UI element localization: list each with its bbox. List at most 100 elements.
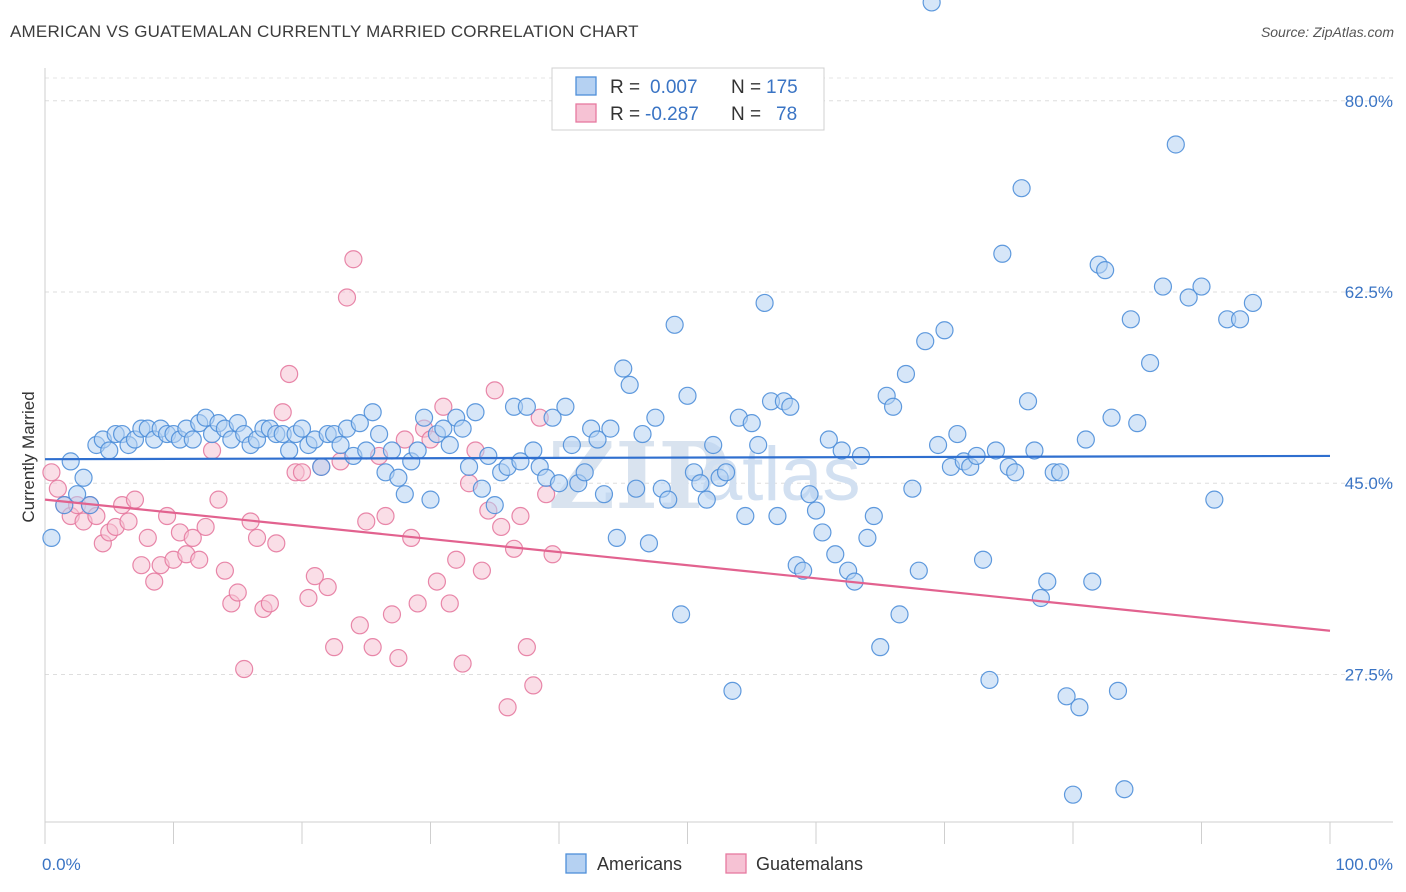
y-tick-labels: 27.5% 45.0% 62.5% 80.0% — [1345, 92, 1393, 685]
guatemalans-point-78 — [543, 545, 562, 564]
americans-point-65 — [466, 403, 485, 422]
americans-point-120 — [819, 430, 838, 449]
guatemalans-point-24 — [196, 517, 215, 537]
americans-point-168 — [1128, 414, 1147, 433]
americans-point-166 — [1115, 780, 1134, 799]
americans-point-93 — [646, 408, 665, 427]
americans-point-119 — [813, 523, 832, 542]
y-tick-label-1: 45.0% — [1345, 474, 1393, 493]
americans-point-165 — [1108, 681, 1128, 700]
chart-title: AMERICAN VS GUATEMALAN CURRENTLY MARRIED… — [10, 22, 639, 41]
americans-point-49 — [363, 403, 382, 422]
americans-point-82 — [575, 463, 594, 482]
americans-point-167 — [1121, 310, 1140, 329]
guatemalans-point-1 — [48, 479, 67, 498]
x-tick-label-0: 0.0% — [42, 855, 81, 874]
americans-point-85 — [594, 485, 614, 504]
americans-point-110 — [755, 293, 774, 313]
americans-point-114 — [781, 397, 800, 416]
americans-point-127 — [864, 506, 883, 526]
americans-point-101 — [697, 490, 716, 509]
guatemalans-point-18 — [157, 506, 177, 526]
americans-point-50 — [370, 424, 389, 444]
legend-n-value-americans: 175 — [766, 77, 798, 98]
guatemalans-point-35 — [267, 534, 286, 553]
americans-point-88 — [614, 359, 633, 378]
americans-point-105 — [723, 681, 742, 700]
guatemalans-point-30 — [235, 659, 254, 679]
legend-n-label-guatemalans: N = — [731, 104, 761, 125]
guatemalans-point-61 — [434, 397, 453, 416]
americans-point-159 — [1070, 698, 1089, 717]
guatemalans-point-54 — [389, 648, 408, 668]
y-tick-label-3: 80.0% — [1345, 92, 1393, 111]
guatemalans-point-53 — [382, 605, 402, 624]
x-tick-label-1: 100.0% — [1335, 855, 1393, 874]
americans-point-136 — [922, 0, 941, 12]
americans-point-128 — [871, 638, 890, 657]
guatemalans-point-46 — [337, 288, 357, 307]
americans-point-118 — [806, 501, 826, 520]
americans-point-107 — [736, 506, 755, 526]
guatemalans-point-43 — [318, 577, 337, 597]
guatemalans-point-67 — [472, 561, 491, 580]
americans-point-79 — [556, 397, 575, 416]
guatemalans-point-70 — [492, 517, 511, 537]
americans-point-156 — [1051, 463, 1070, 482]
trend-lines — [44, 454, 1331, 632]
guatemalans-point-39 — [292, 463, 312, 482]
americans-point-116 — [794, 561, 813, 580]
guatemalans-point-34 — [260, 594, 279, 613]
americans-points — [42, 0, 1263, 804]
grid-lines — [45, 77, 1393, 675]
americans-point-8 — [100, 441, 119, 460]
americans-point-131 — [890, 605, 909, 624]
guatemalans-point-37 — [280, 364, 299, 384]
americans-point-86 — [601, 419, 620, 438]
guatemalans-point-57 — [408, 594, 427, 613]
americans-point-36 — [280, 441, 299, 460]
americans-point-0 — [42, 528, 61, 547]
americans-point-145 — [980, 670, 999, 690]
americans-point-58 — [421, 490, 440, 509]
guatemalans-point-26 — [209, 490, 228, 509]
americans-point-48 — [357, 441, 376, 460]
guatemalans-point-41 — [305, 567, 324, 586]
guatemalans-point-0 — [42, 463, 61, 482]
guatemalans-point-32 — [247, 528, 267, 547]
americans-point-73 — [517, 397, 536, 416]
y-tick-label-0: 27.5% — [1345, 665, 1393, 684]
americans-point-172 — [1179, 288, 1198, 307]
americans-point-57 — [414, 408, 434, 427]
axes — [44, 68, 1393, 844]
americans-point-121 — [826, 545, 845, 564]
americans-point-117 — [800, 485, 819, 504]
guatemalans-point-75 — [524, 676, 543, 695]
americans-point-92 — [639, 534, 659, 553]
y-tick-label-2: 62.5% — [1345, 283, 1393, 302]
americans-point-108 — [742, 414, 761, 433]
stats-legend: R = 0.007 N = 175 R = -0.287 N = 78 — [551, 67, 825, 131]
guatemalans-point-13 — [125, 490, 145, 509]
americans-point-53 — [389, 468, 408, 487]
guatemalans-point-55 — [395, 430, 414, 449]
guatemalans-point-36 — [273, 403, 292, 422]
series-legend-swatch-guatemalans — [725, 853, 747, 874]
americans-point-132 — [896, 364, 916, 384]
guatemalans-point-48 — [350, 616, 369, 635]
americans-point-21 — [183, 430, 202, 449]
americans-point-87 — [607, 528, 626, 547]
legend-swatch-guatemalans — [575, 103, 597, 123]
americans-point-170 — [1153, 277, 1173, 296]
americans-point-41 — [312, 457, 331, 476]
americans-point-47 — [350, 414, 369, 433]
stats-legend-frame — [551, 67, 825, 131]
guatemalans-point-49 — [357, 512, 376, 531]
americans-point-157 — [1057, 687, 1076, 706]
americans-point-104 — [716, 463, 736, 482]
legend-n-value-guatemalans: 78 — [776, 104, 797, 125]
americans-point-171 — [1166, 135, 1185, 154]
series-legend-swatch-americans — [565, 853, 587, 874]
americans-point-135 — [916, 332, 935, 351]
guatemalans-point-14 — [132, 556, 151, 575]
